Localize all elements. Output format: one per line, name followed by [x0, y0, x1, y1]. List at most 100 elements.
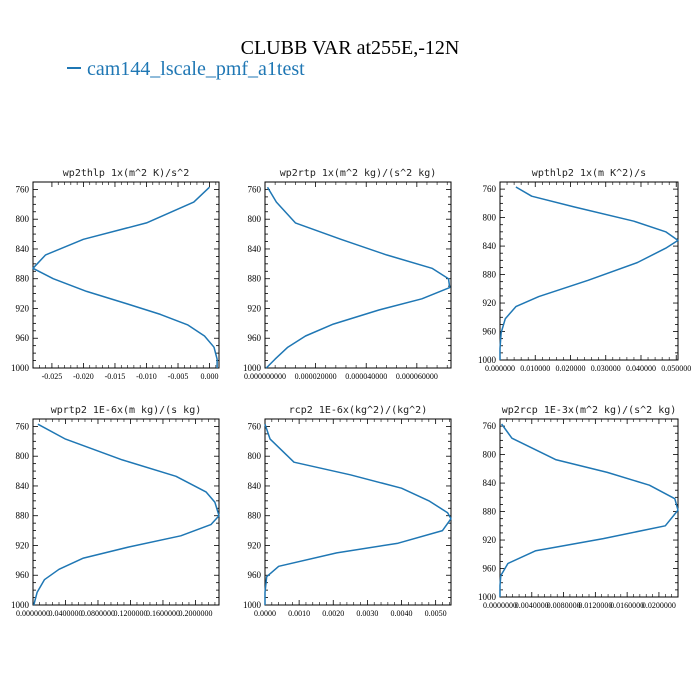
y-tick-label: 800	[248, 214, 262, 224]
plot-frame	[264, 418, 452, 606]
series-line	[32, 186, 218, 368]
x-tick-label: 0.2000000	[178, 609, 212, 618]
y-tick-label: 800	[483, 450, 497, 460]
y-tick-label: 760	[248, 184, 262, 194]
y-tick-label: 840	[16, 244, 30, 254]
x-tick-label: 0.000	[201, 372, 219, 381]
x-tick-label: 0.040000	[626, 364, 656, 373]
x-tick-label: 0.0080000	[547, 601, 581, 610]
y-tick-label: 840	[248, 481, 262, 491]
y-tick-label: 1000	[478, 355, 497, 365]
x-tick-label: 0.0200000	[642, 601, 676, 610]
y-tick-label: 1000	[243, 600, 262, 610]
x-tick-label: 0.050000	[661, 364, 691, 373]
x-tick-label: 0.0120000	[578, 601, 612, 610]
x-tick-label: -0.025	[42, 372, 63, 381]
y-tick-label: 800	[483, 213, 497, 223]
series-line	[499, 423, 679, 597]
x-tick-label: -0.005	[168, 372, 189, 381]
y-tick-label: 1000	[11, 600, 30, 610]
x-tick-label: 0.000000	[485, 364, 515, 373]
x-tick-label: -0.015	[105, 372, 126, 381]
x-tick-label: 0.0020	[322, 609, 344, 618]
x-tick-label: 0.0000000	[16, 609, 50, 618]
y-tick-label: 1000	[243, 363, 262, 373]
y-tick-label: 880	[248, 274, 262, 284]
y-tick-label: 920	[248, 540, 262, 550]
chart-panel: rcp2 1E-6x(kg^2)/(kg^2) 760 800 840 880 920 96…	[243, 405, 452, 618]
x-tick-label: 0.000020000	[295, 372, 337, 381]
x-tick-label: 0.000040000	[345, 372, 387, 381]
series-line	[33, 423, 220, 606]
x-tick-label: 0.0400000	[48, 609, 82, 618]
y-tick-label: 920	[483, 535, 497, 545]
y-tick-label: 800	[16, 214, 30, 224]
y-tick-label: 760	[483, 421, 497, 431]
chart-panel: wpthlp2 1x(m K^2)/s 760 800 840 880 920 960 100…	[478, 168, 691, 373]
y-tick-label: 960	[16, 333, 30, 343]
y-tick-label: 840	[16, 481, 30, 491]
legend-label: cam144_lscale_pmf_a1test	[87, 58, 305, 80]
y-tick-label: 760	[16, 184, 30, 194]
x-tick-label: 0.030000	[591, 364, 621, 373]
y-tick-label: 920	[16, 540, 30, 550]
y-tick-label: 960	[483, 327, 497, 337]
chart-panel: wprtp2 1E-6x(m kg)/(s kg) 760 800 840 880 920…	[11, 405, 220, 618]
plot-frame	[264, 181, 452, 369]
y-tick-label: 800	[16, 451, 30, 461]
panel-title: wp2thlp 1x(m^2 K)/s^2	[63, 168, 189, 179]
chart-panel: wp2thlp 1x(m^2 K)/s^2 760 800 840 880 920 960 1…	[11, 168, 220, 381]
x-tick-label: 0.0050	[425, 609, 447, 618]
plot-frame	[499, 181, 679, 361]
x-tick-label: 0.000060000	[396, 372, 438, 381]
x-tick-label: 0.1600000	[146, 609, 180, 618]
y-tick-label: 960	[16, 570, 30, 580]
x-tick-label: 0.0030	[356, 609, 378, 618]
y-tick-label: 1000	[11, 363, 30, 373]
x-tick-label: 0.0000	[254, 609, 276, 618]
panel-title: rcp2 1E-6x(kg^2)/(kg^2)	[289, 405, 427, 416]
x-tick-label: 0.0800000	[81, 609, 115, 618]
y-tick-label: 880	[16, 511, 30, 521]
panel-title: wp2rtp 1x(m^2 kg)/(s^2 kg)	[280, 168, 437, 179]
y-tick-label: 800	[248, 451, 262, 461]
x-tick-label: -0.020	[73, 372, 94, 381]
y-tick-label: 960	[248, 333, 262, 343]
plot-frame	[32, 181, 220, 369]
y-tick-label: 920	[248, 303, 262, 313]
page-title: CLUBB VAR at255E,-12N	[240, 37, 460, 59]
series-line	[264, 423, 452, 605]
panel-title: wprtp2 1E-6x(m kg)/(s kg)	[51, 405, 202, 416]
y-tick-label: 760	[248, 421, 262, 431]
x-tick-label: 0.0010	[288, 609, 310, 618]
y-tick-label: 1000	[478, 592, 497, 602]
series-line	[265, 186, 451, 369]
panel-title: wpthlp2 1x(m K^2)/s	[532, 168, 646, 179]
chart-panel: wp2rtp 1x(m^2 kg)/(s^2 kg) 760 800 840 880 92…	[243, 168, 452, 381]
x-tick-label: 0.0040	[391, 609, 413, 618]
y-tick-label: 880	[483, 507, 497, 517]
y-tick-label: 840	[483, 241, 497, 251]
x-tick-label: 0.0040000	[515, 601, 549, 610]
legend-line-swatch	[67, 67, 81, 70]
x-tick-label: 0.010000	[520, 364, 550, 373]
chart-panel: wp2rcp 1E-3x(m^2 kg)/(s^2 kg) 760 800 840 88…	[478, 405, 679, 610]
plot-frame	[32, 418, 220, 606]
y-tick-label: 880	[248, 511, 262, 521]
y-tick-label: 920	[16, 303, 30, 313]
legend: cam144_lscale_pmf_a1test	[67, 58, 305, 81]
y-tick-label: 920	[483, 298, 497, 308]
series-line	[499, 186, 679, 360]
y-tick-label: 880	[16, 274, 30, 284]
y-tick-label: 760	[16, 421, 30, 431]
y-tick-label: 760	[483, 184, 497, 194]
x-tick-label: 0.0000000	[483, 601, 517, 610]
y-tick-label: 960	[248, 570, 262, 580]
panel-title: wp2rcp 1E-3x(m^2 kg)/(s^2 kg)	[502, 405, 677, 416]
x-tick-label: 0.000000000	[244, 372, 286, 381]
y-tick-label: 840	[483, 478, 497, 488]
y-tick-label: 960	[483, 564, 497, 574]
y-tick-label: 840	[248, 244, 262, 254]
x-tick-label: 0.0160000	[610, 601, 644, 610]
